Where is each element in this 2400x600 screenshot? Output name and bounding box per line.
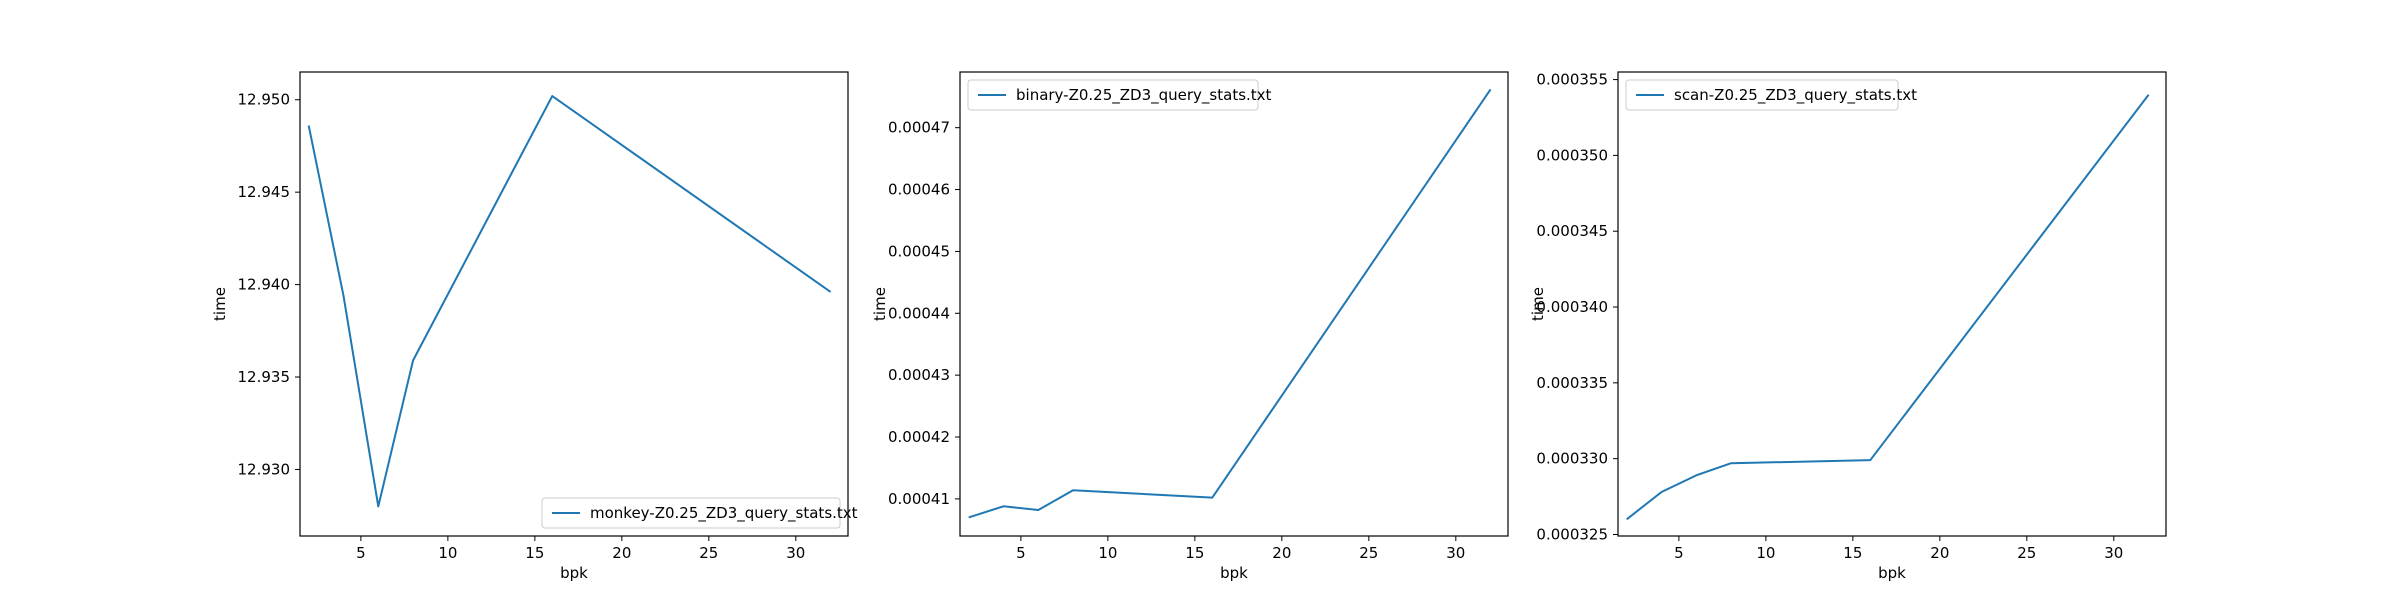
y-tick-label: 0.000355 bbox=[1536, 71, 1608, 89]
y-axis-label: time bbox=[211, 287, 229, 321]
x-tick-label: 10 bbox=[438, 544, 457, 562]
x-tick-label: 25 bbox=[2017, 544, 2036, 562]
y-tick-label: 0.00043 bbox=[888, 366, 950, 384]
axes-frame bbox=[1617, 71, 2167, 537]
x-axis-label: bpk bbox=[560, 564, 588, 582]
y-axis-label: time bbox=[1529, 287, 1547, 321]
x-tick-label: 5 bbox=[356, 544, 366, 562]
x-axis-label: bpk bbox=[1220, 564, 1248, 582]
x-tick-label: 15 bbox=[1843, 544, 1862, 562]
x-tick-label: 15 bbox=[525, 544, 544, 562]
y-tick-label: 0.000350 bbox=[1536, 146, 1608, 164]
legend-entry: monkey-Z0.25_ZD3_query_stats.txt bbox=[590, 504, 858, 523]
x-tick-label: 15 bbox=[1185, 544, 1204, 562]
y-tick-label: 0.000345 bbox=[1536, 222, 1608, 240]
y-tick-label: 12.930 bbox=[238, 460, 291, 478]
x-tick-label: 25 bbox=[699, 544, 718, 562]
legend-box bbox=[1625, 79, 1899, 111]
x-tick-label: 30 bbox=[2104, 544, 2123, 562]
x-tick-label: 20 bbox=[1930, 544, 1949, 562]
axes-frame bbox=[959, 71, 1509, 537]
x-tick-label: 10 bbox=[1098, 544, 1117, 562]
x-tick-label: 30 bbox=[1446, 544, 1465, 562]
y-tick-label: 0.000335 bbox=[1536, 374, 1608, 392]
legend-box bbox=[541, 497, 841, 529]
y-tick-label: 0.00044 bbox=[888, 304, 950, 322]
y-tick-label: 0.00045 bbox=[888, 242, 950, 260]
y-tick-label: 0.00047 bbox=[888, 119, 950, 137]
y-tick-label: 0.00042 bbox=[888, 428, 950, 446]
x-tick-label: 20 bbox=[612, 544, 631, 562]
chart-panel-2: 5 10 15 20 25 30 0.00041 0.00042 0.00043 0.00044 0… bbox=[871, 71, 1509, 582]
legend-box bbox=[967, 79, 1259, 111]
y-tick-label: 12.950 bbox=[238, 91, 291, 109]
x-tick-label: 10 bbox=[1756, 544, 1775, 562]
series-line bbox=[1626, 94, 2150, 521]
axes-frame bbox=[299, 71, 849, 537]
legend-entry: scan-Z0.25_ZD3_query_stats.txt bbox=[1674, 86, 1917, 105]
y-tick-label: 12.945 bbox=[238, 183, 291, 201]
y-tick-label: 0.000340 bbox=[1536, 298, 1608, 316]
x-axis-label: bpk bbox=[1878, 564, 1906, 582]
chart-panel-3: 5 10 15 20 25 30 0.000325 0.000330 0.000335 0.000… bbox=[1529, 71, 2167, 582]
x-tick-label: 25 bbox=[1359, 544, 1378, 562]
legend-entry: binary-Z0.25_ZD3_query_stats.txt bbox=[1016, 86, 1272, 105]
y-tick-label: 12.940 bbox=[238, 276, 291, 294]
y-tick-label: 12.935 bbox=[238, 368, 291, 386]
legend: binary-Z0.25_ZD3_query_stats.txt bbox=[967, 79, 1272, 111]
series-line bbox=[968, 88, 1492, 519]
x-tick-label: 30 bbox=[786, 544, 805, 562]
y-axis-label: time bbox=[871, 287, 889, 321]
y-tick-label: 0.000330 bbox=[1536, 450, 1608, 468]
legend: monkey-Z0.25_ZD3_query_stats.txt bbox=[541, 497, 858, 529]
x-tick-label: 5 bbox=[1016, 544, 1026, 562]
x-tick-label: 20 bbox=[1272, 544, 1291, 562]
x-tick-label: 5 bbox=[1674, 544, 1684, 562]
legend: scan-Z0.25_ZD3_query_stats.txt bbox=[1625, 79, 1917, 111]
chart-panel-1: 5 10 15 20 25 30 12.930 12.935 12.940 12.945 12.95… bbox=[211, 71, 858, 582]
series-line bbox=[307, 95, 832, 508]
y-tick-label: 0.000325 bbox=[1536, 525, 1608, 543]
y-tick-label: 0.00046 bbox=[888, 181, 950, 199]
y-tick-label: 0.00041 bbox=[888, 490, 950, 508]
